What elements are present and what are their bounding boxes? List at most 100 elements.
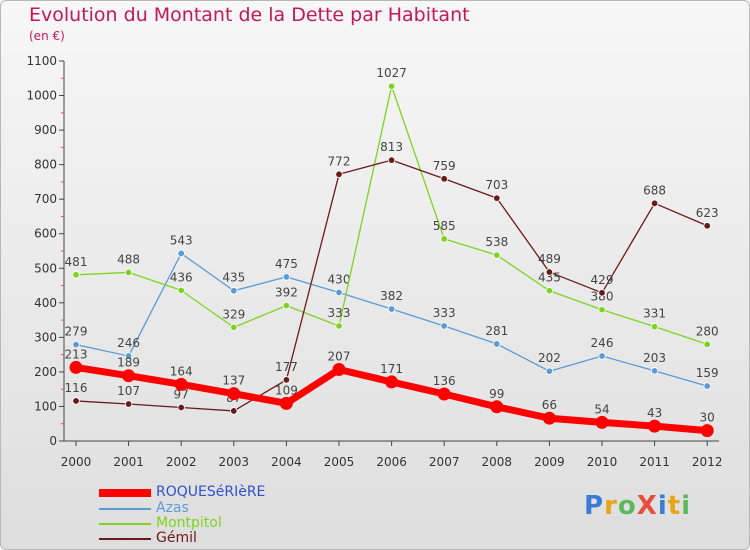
chart-title: Evolution du Montant de la Dette par Hab… <box>29 4 470 26</box>
data-label: 430 <box>328 272 351 286</box>
data-point <box>545 287 554 295</box>
data-label: 436 <box>170 270 193 284</box>
data-point <box>385 375 399 389</box>
data-point <box>437 387 451 401</box>
x-tick-label: 2002 <box>166 455 197 469</box>
data-label: 585 <box>433 219 456 233</box>
y-tick-label: 100 <box>34 399 57 413</box>
data-point <box>230 407 238 415</box>
data-label: 759 <box>433 159 456 173</box>
data-point <box>542 411 556 425</box>
data-label: 481 <box>65 255 88 269</box>
x-tick-label: 2011 <box>639 455 670 469</box>
data-label: 54 <box>594 402 609 416</box>
data-label: 202 <box>538 351 561 365</box>
data-point <box>335 322 343 330</box>
data-label: 116 <box>65 381 88 395</box>
data-point <box>650 367 659 375</box>
data-label: 435 <box>222 271 245 285</box>
data-label: 164 <box>170 364 193 378</box>
x-tick-label: 2001 <box>113 455 144 469</box>
y-tick-label: 200 <box>34 365 57 379</box>
legend-swatch <box>99 489 151 497</box>
data-point <box>69 360 83 374</box>
data-point <box>490 400 504 414</box>
data-point <box>177 286 185 295</box>
legend-label: ROQUESéRIèRE <box>156 484 266 500</box>
y-tick-label: 500 <box>34 261 57 275</box>
data-point <box>282 301 291 310</box>
data-point <box>493 340 501 348</box>
data-label: 279 <box>65 325 88 339</box>
data-point <box>440 235 448 243</box>
data-point <box>122 369 136 383</box>
data-point <box>598 289 606 297</box>
data-label: 109 <box>275 383 298 397</box>
legend-label: Gémil <box>156 530 197 546</box>
data-label: 246 <box>591 336 614 350</box>
data-label: 177 <box>275 360 298 374</box>
proxiti-logo: ProXiti <box>584 491 692 521</box>
data-label: 688 <box>643 183 666 197</box>
data-point <box>72 271 80 279</box>
x-tick-label: 2006 <box>376 455 407 469</box>
data-point <box>650 199 659 208</box>
data-point <box>648 419 662 433</box>
data-point <box>124 352 133 360</box>
data-label: 99 <box>489 387 504 401</box>
data-point <box>282 273 291 281</box>
data-label: 246 <box>117 336 140 350</box>
data-point <box>387 82 396 90</box>
data-point <box>387 156 396 164</box>
x-tick-label: 2005 <box>324 455 355 469</box>
data-label: 329 <box>222 307 245 321</box>
y-tick-label: 0 <box>49 434 57 448</box>
data-label: 107 <box>117 384 140 398</box>
data-point <box>545 268 554 276</box>
data-point <box>650 322 659 331</box>
data-label: 333 <box>433 306 456 320</box>
legend-label: Azas <box>156 500 189 516</box>
data-point <box>703 222 711 230</box>
data-point <box>598 352 606 360</box>
data-label: 623 <box>696 206 719 220</box>
data-point <box>124 400 133 408</box>
data-point <box>332 362 346 376</box>
x-tick-label: 2009 <box>534 455 565 469</box>
y-tick-label: 900 <box>34 123 57 137</box>
legend-label: Montpitol <box>156 515 222 531</box>
data-label: 1027 <box>376 66 407 80</box>
y-tick-label: 400 <box>34 296 57 310</box>
data-point <box>177 403 185 412</box>
data-point <box>440 175 448 183</box>
data-label: 159 <box>696 366 719 380</box>
legend-swatch <box>99 538 151 540</box>
x-tick-label: 2010 <box>587 455 618 469</box>
data-point <box>703 340 711 348</box>
legend-swatch <box>99 523 151 525</box>
data-label: 203 <box>643 351 666 365</box>
data-label: 333 <box>328 306 351 320</box>
data-label: 703 <box>485 178 508 192</box>
data-label: 475 <box>275 257 298 271</box>
y-tick-label: 1100 <box>26 54 57 68</box>
data-label: 213 <box>65 347 88 361</box>
data-point <box>72 340 80 349</box>
data-label: 392 <box>275 286 298 300</box>
data-label: 280 <box>696 324 719 338</box>
data-point <box>595 415 609 429</box>
y-tick-label: 1000 <box>26 89 57 103</box>
data-point <box>545 367 554 375</box>
data-label: 382 <box>380 289 403 303</box>
data-point <box>174 377 188 391</box>
data-point <box>703 382 711 390</box>
data-point <box>230 287 238 295</box>
data-label: 281 <box>485 324 508 338</box>
data-point <box>282 376 291 384</box>
data-point <box>440 322 448 330</box>
y-tick-label: 700 <box>34 192 57 206</box>
x-tick-label: 2004 <box>271 455 302 469</box>
y-tick-label: 300 <box>34 330 57 344</box>
data-label: 97 <box>174 387 189 401</box>
